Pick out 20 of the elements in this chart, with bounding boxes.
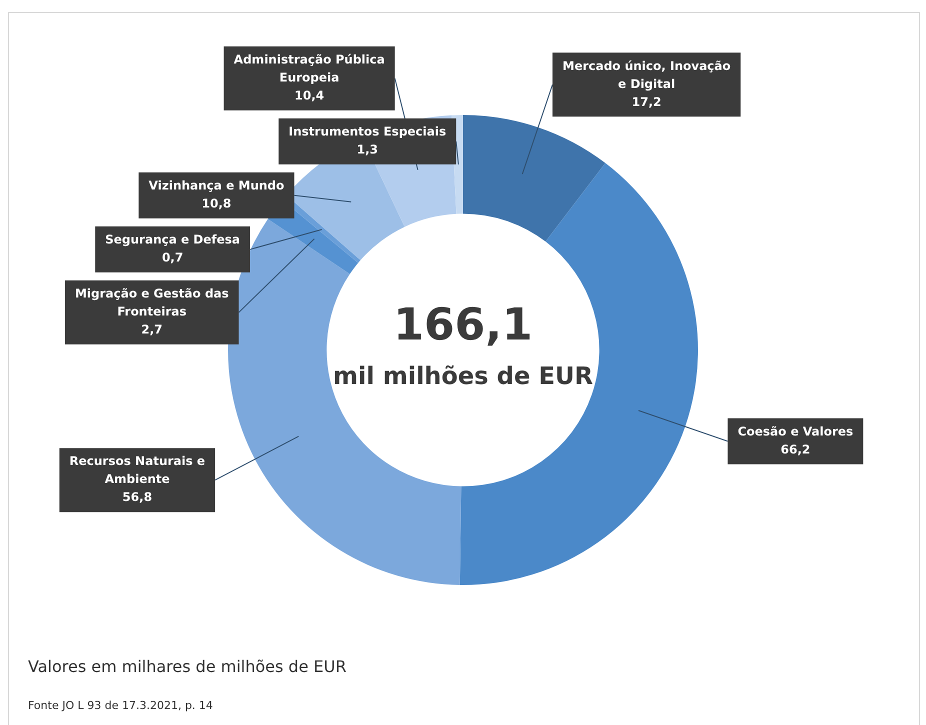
text: 166,1 (393, 299, 533, 350)
slice-label: Coesão e Valores (738, 424, 854, 438)
slice-label: Recursos Naturais e Ambiente (69, 454, 206, 486)
data-label: 10,8 (202, 196, 232, 211)
data-label: 10,4 (294, 88, 324, 103)
source-note: Fonte JO L 93 de 17.3.2021, p. 14 (28, 698, 213, 712)
text: Valores em milhares de milhões de EUR (28, 657, 346, 676)
slice-label: Instrumentos Especiais (288, 124, 446, 139)
data-label: 56,8 (122, 490, 152, 504)
slice-label: Segurança e Defesa (105, 232, 240, 247)
data-label: 66,2 (780, 442, 810, 456)
data-label: 1,3 (356, 142, 378, 157)
slice-label: Administração Pública Europeia (234, 52, 385, 85)
slice-label: Mercado único, Inovação e Digital (562, 58, 731, 91)
data-label: 2,7 (141, 322, 162, 337)
data-label: 17,2 (632, 94, 662, 109)
text: mil milhões de EUR (333, 362, 593, 390)
slice-label: Vizinhança e Mundo (148, 178, 284, 193)
data-label: 0,7 (162, 250, 184, 265)
slice-label: Migração e Gestão das Fronteiras (74, 286, 229, 319)
